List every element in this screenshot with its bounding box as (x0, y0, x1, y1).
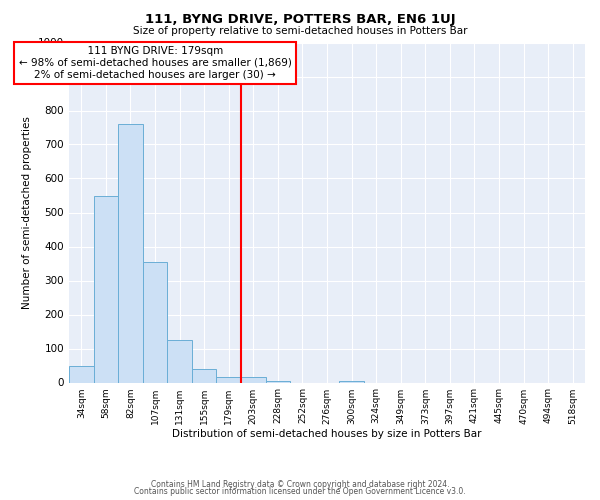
Bar (94, 196, 118, 382)
Bar (217, 378, 241, 382)
Bar (167, 340, 192, 382)
X-axis label: Distribution of semi-detached houses by size in Potters Bar: Distribution of semi-detached houses by … (172, 430, 482, 440)
Text: 111 BYNG DRIVE: 179sqm  
← 98% of semi-detached houses are smaller (1,869)
2% of: 111 BYNG DRIVE: 179sqm ← 98% of semi-det… (19, 46, 292, 80)
Bar (118, 124, 143, 382)
Bar (266, 381, 290, 382)
Text: Contains HM Land Registry data © Crown copyright and database right 2024.: Contains HM Land Registry data © Crown c… (151, 480, 449, 489)
Bar (143, 262, 167, 382)
Text: Contains public sector information licensed under the Open Government Licence v3: Contains public sector information licen… (134, 488, 466, 496)
Bar (339, 381, 364, 382)
Text: 111, BYNG DRIVE, POTTERS BAR, EN6 1UJ: 111, BYNG DRIVE, POTTERS BAR, EN6 1UJ (145, 12, 455, 26)
Bar (192, 369, 217, 382)
Bar (69, 366, 94, 382)
Text: Size of property relative to semi-detached houses in Potters Bar: Size of property relative to semi-detach… (133, 26, 467, 36)
Y-axis label: Number of semi-detached properties: Number of semi-detached properties (22, 116, 32, 309)
Bar (241, 378, 266, 382)
